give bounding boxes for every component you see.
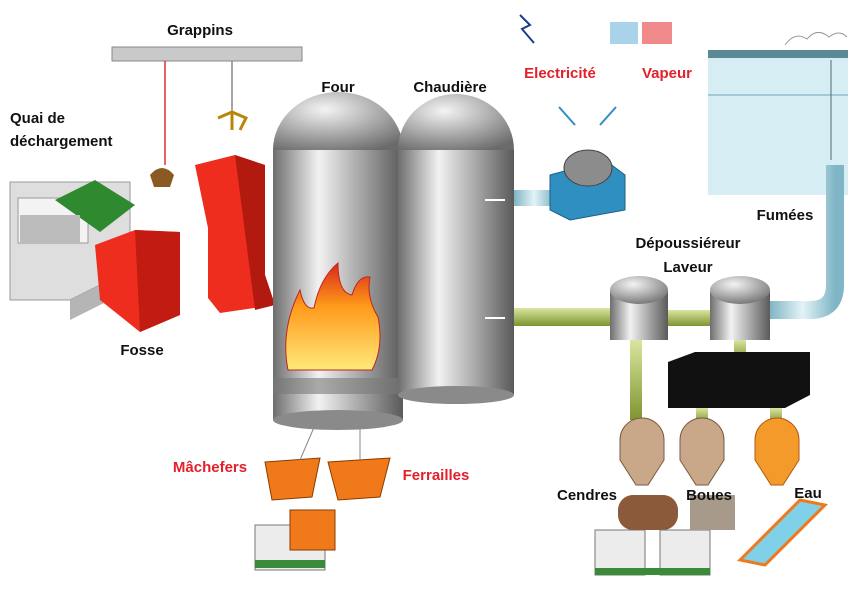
label: Cendres [557,487,617,504]
label: Grappins [167,22,233,39]
label: Electricité [524,65,596,82]
label: Four [321,79,354,96]
label: Laveur [663,259,712,276]
label: Quai de [10,110,65,127]
label: déchargement [10,133,113,150]
label: Fosse [120,342,163,359]
label: Chaudière [413,79,486,96]
label: Fumées [757,207,814,224]
label: Vapeur [642,65,692,82]
label: Eau [794,485,822,502]
diagram: Grappins Quai de déchargement Four Chaud… [0,0,850,590]
label: Mâchefers [173,459,247,476]
label: Dépoussiéreur [635,235,740,252]
label: Boues [686,487,732,504]
label: Ferrailles [403,467,470,484]
